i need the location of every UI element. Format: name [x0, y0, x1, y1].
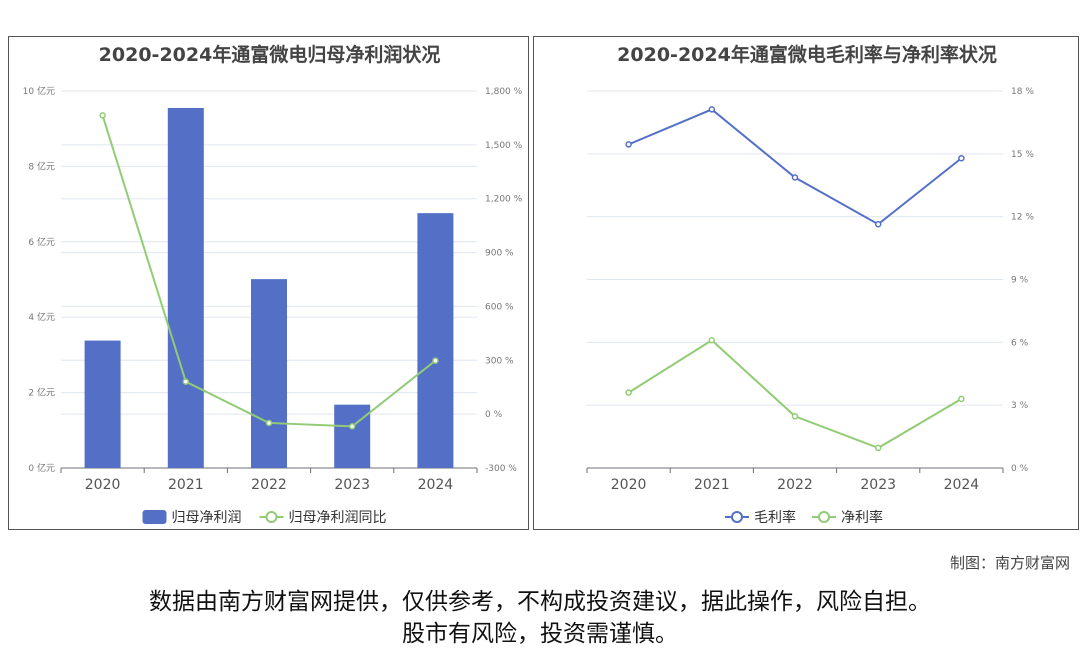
- legend-label: 净利率: [841, 509, 883, 526]
- y-right-tick-label: 600 %: [485, 302, 514, 312]
- y-left-tick-label: 10 亿元: [23, 85, 55, 97]
- data-point: [265, 419, 273, 427]
- data-point: [708, 106, 716, 113]
- data-point: [708, 336, 716, 344]
- y-right-tick-label: 1,800 %: [485, 87, 523, 97]
- disclaimer-line-2: 股市有风险，投资需谨慎。: [402, 621, 678, 647]
- legend-swatch: [818, 511, 830, 523]
- series-line-毛利率: [628, 108, 963, 226]
- y-right-tick-label: 300 %: [485, 356, 514, 366]
- data-point: [182, 378, 190, 385]
- data-point: [958, 154, 965, 162]
- y-right-tick-label: 6 %: [1011, 338, 1029, 348]
- y-right-tick-label: 3 %: [1011, 401, 1029, 411]
- net-profit-chart: 2020-2024年通富微电归母净利润状况 -300 % 0 % 300 % 600 %…: [23, 43, 523, 526]
- x-tick-label: 2022: [777, 477, 813, 493]
- margin-chart-panel: 2020-2024年通富微电毛利率与净利率状况 0 % 3 % 6 % 9 % 12 % 1…: [533, 36, 1079, 530]
- data-point: [791, 413, 799, 420]
- y-left-tick-label: 2 亿元: [28, 387, 55, 399]
- chart-title: 2020-2024年通富微电毛利率与净利率状况: [617, 43, 997, 66]
- chart-title: 2020-2024年通富微电归母净利润状况: [99, 43, 441, 66]
- x-tick-label: 2023: [334, 477, 370, 493]
- data-point: [958, 395, 965, 403]
- net-profit-chart-panel: 2020-2024年通富微电归母净利润状况 -300 % 0 % 300 % 600 %…: [8, 36, 529, 530]
- y-right-tick-label: 1,200 %: [485, 195, 523, 205]
- y-right-tick-label: 0 %: [1011, 464, 1029, 474]
- y-left-tick-label: 4 亿元: [28, 311, 55, 323]
- legend-label: 归母净利润: [172, 509, 242, 526]
- data-point: [348, 423, 356, 430]
- bar-2024: [417, 213, 454, 468]
- x-tick-label: 2024: [418, 477, 454, 493]
- bar-2020: [84, 340, 121, 468]
- y-right-tick-label: 9 %: [1011, 276, 1029, 286]
- legend-swatch: [731, 511, 743, 523]
- x-tick-label: 2020: [611, 477, 647, 493]
- data-point: [99, 112, 106, 119]
- y-right-tick-label: 18 %: [1011, 87, 1034, 97]
- x-tick-label: 2020: [85, 477, 121, 493]
- y-right-tick-label: -300 %: [485, 464, 517, 474]
- y-left-tick-label: 6 亿元: [28, 236, 55, 248]
- legend-label: 毛利率: [754, 509, 796, 526]
- x-tick-label: 2021: [168, 477, 204, 493]
- legend-swatch: [265, 511, 278, 523]
- y-right-tick-label: 0 %: [485, 410, 503, 420]
- data-point: [874, 444, 882, 452]
- disclaimer-line-1: 数据由南方财富网提供，仅供参考，不构成投资建议，据此操作，风险自担。: [149, 589, 931, 615]
- x-tick-label: 2021: [694, 477, 730, 493]
- data-point: [874, 220, 882, 228]
- data-point: [625, 141, 632, 148]
- data-point: [791, 174, 799, 181]
- x-tick-label: 2024: [944, 477, 980, 493]
- y-right-tick-label: 12 %: [1011, 213, 1034, 223]
- x-tick-label: 2023: [860, 477, 896, 493]
- data-point: [432, 357, 439, 364]
- legend-swatch: [142, 510, 167, 524]
- y-left-tick-label: 0 亿元: [28, 462, 55, 474]
- y-right-tick-label: 900 %: [485, 249, 514, 259]
- bar-2023: [334, 404, 371, 468]
- y-right-tick-label: 15 %: [1011, 150, 1034, 160]
- bar-2021: [167, 107, 204, 468]
- bar-2022: [251, 279, 287, 468]
- y-right-tick-label: 1,500 %: [485, 141, 523, 151]
- series-line-净利率: [628, 338, 962, 449]
- y-left-tick-label: 8 亿元: [28, 160, 55, 172]
- legend-label: 归母净利润同比: [289, 509, 387, 526]
- margin-chart: 2020-2024年通富微电毛利率与净利率状况 0 % 3 % 6 % 9 % 12 % 1…: [586, 43, 1034, 526]
- chart-credit: 制图：南方财富网: [949, 554, 1070, 572]
- x-tick-label: 2022: [251, 477, 287, 493]
- data-point: [625, 389, 632, 396]
